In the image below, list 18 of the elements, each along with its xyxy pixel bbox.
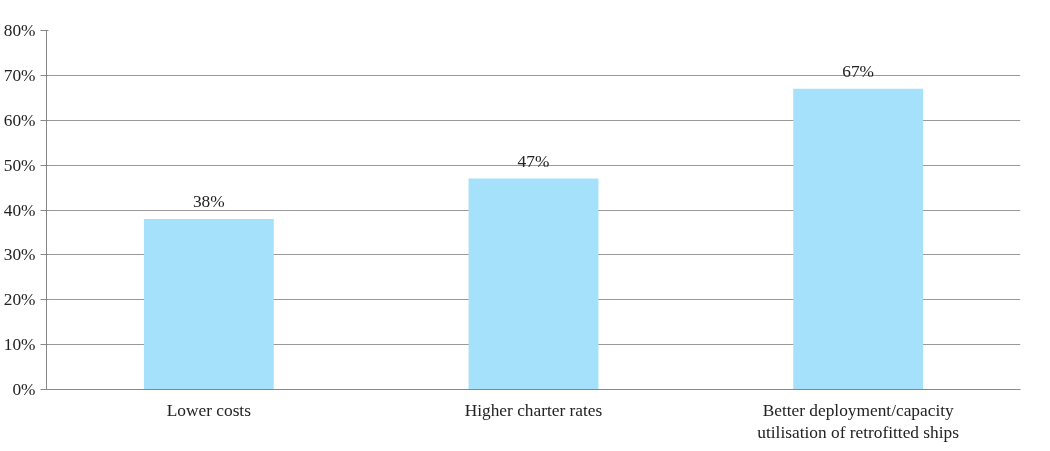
x-tick-label: Higher charter rates	[464, 400, 603, 420]
bar	[468, 178, 599, 390]
y-tick-label: 50%	[3, 155, 36, 175]
y-tick-label: 0%	[12, 380, 36, 399]
x-tick-label: Better deployment/capacity utilisation of retrofitted ships	[757, 400, 960, 443]
y-tick-label: 70%	[3, 65, 36, 85]
y-tick-label: 40%	[3, 200, 36, 220]
bar	[793, 88, 924, 390]
y-tick-label: 80%	[3, 21, 36, 40]
x-tick-label: Lower costs	[166, 400, 252, 420]
data-label: 67%	[842, 61, 875, 81]
data-label: 38%	[192, 191, 225, 211]
bar	[143, 218, 274, 390]
y-tick-label: 30%	[3, 245, 36, 265]
data-label: 47%	[517, 151, 550, 171]
y-tick-label: 60%	[3, 110, 36, 130]
y-tick-label: 20%	[3, 290, 36, 310]
y-tick-label: 10%	[3, 335, 36, 355]
